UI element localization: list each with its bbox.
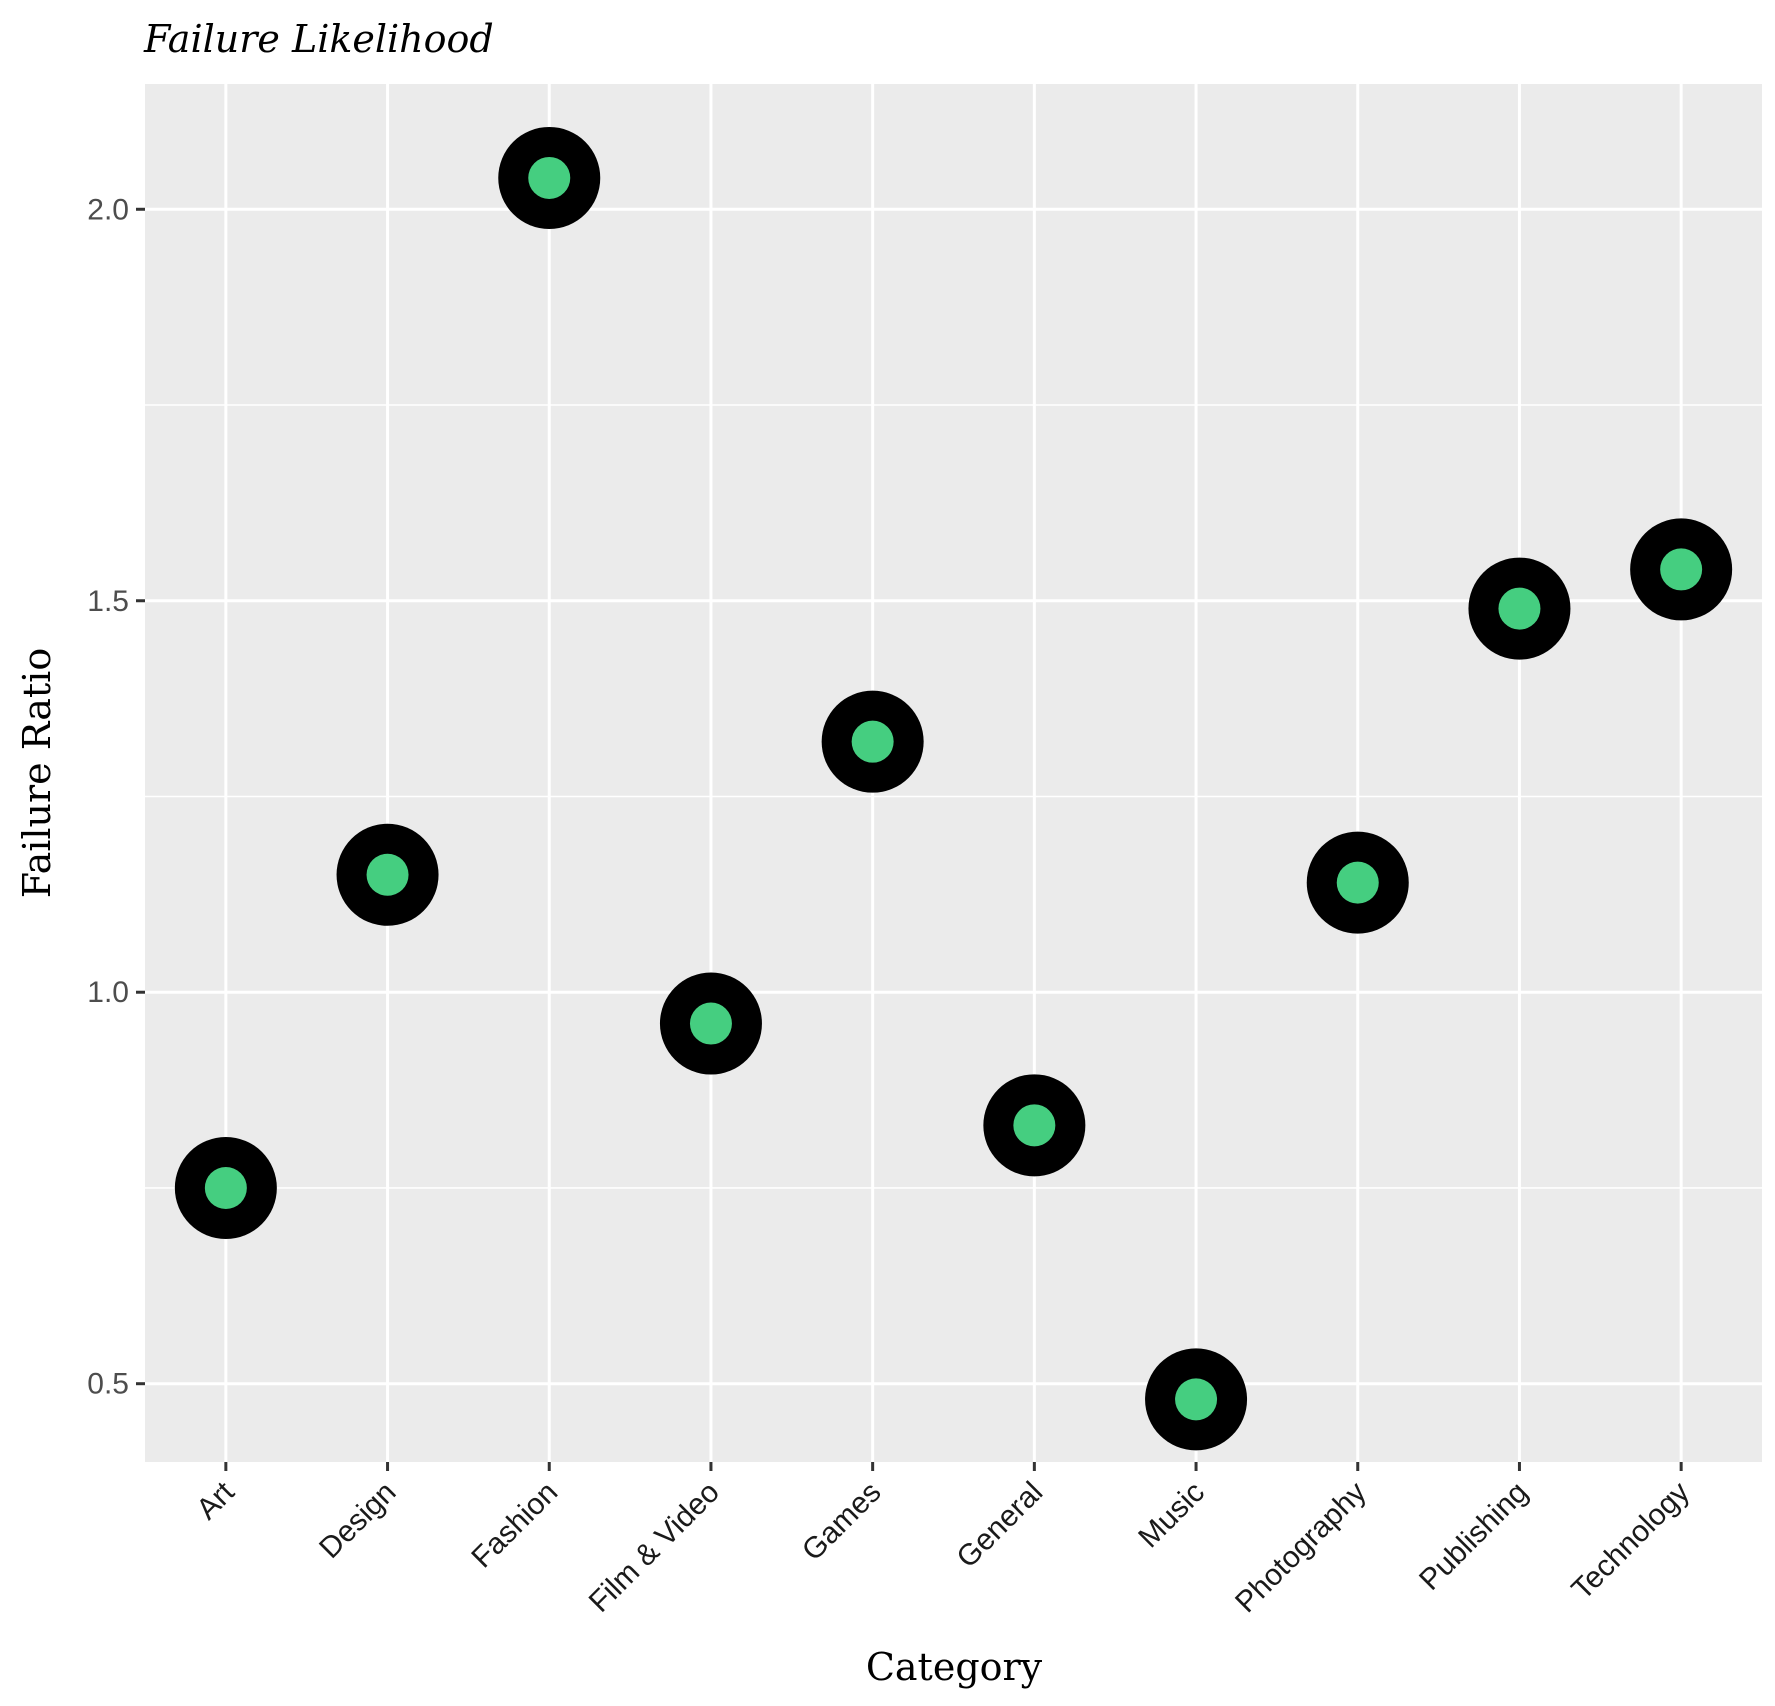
x-tick-label: Games [796,1476,888,1568]
data-point-inner [1175,1378,1218,1421]
x-tick-label: Design [313,1476,402,1565]
x-tick-label: Photography [1229,1476,1373,1620]
data-point-inner [1336,861,1379,904]
y-tick-label: 2.0 [87,193,129,226]
data-point-inner [366,853,409,896]
data-point-inner [528,156,571,199]
y-tick-label: 1.5 [87,585,129,618]
x-tick-label: Fashion [465,1476,564,1575]
x-tick-label: Music [1132,1476,1211,1555]
x-tick-label: Film & Video [583,1476,726,1619]
data-point-inner [851,720,894,763]
chart-title: Failure Likelihood [143,17,494,61]
y-tick-label: 0.5 [87,1368,129,1401]
data-point-inner [204,1166,247,1209]
data-point-inner [1660,548,1703,591]
x-tick-label: Art [190,1475,241,1526]
data-points [174,126,1733,1451]
data-point-inner [689,1002,732,1045]
x-tick-label: Technology [1565,1476,1696,1607]
grid-lines [145,84,1762,1462]
x-axis-title: Category [866,1645,1043,1689]
plot-panel [145,84,1762,1462]
y-tick-label: 1.0 [87,976,129,1009]
y-axis-title: Failure Ratio [15,648,59,898]
data-point-inner [1013,1104,1056,1147]
x-tick-label: Publishing [1413,1476,1534,1597]
x-tick-label: General [950,1476,1049,1575]
data-point-inner [1498,587,1541,630]
